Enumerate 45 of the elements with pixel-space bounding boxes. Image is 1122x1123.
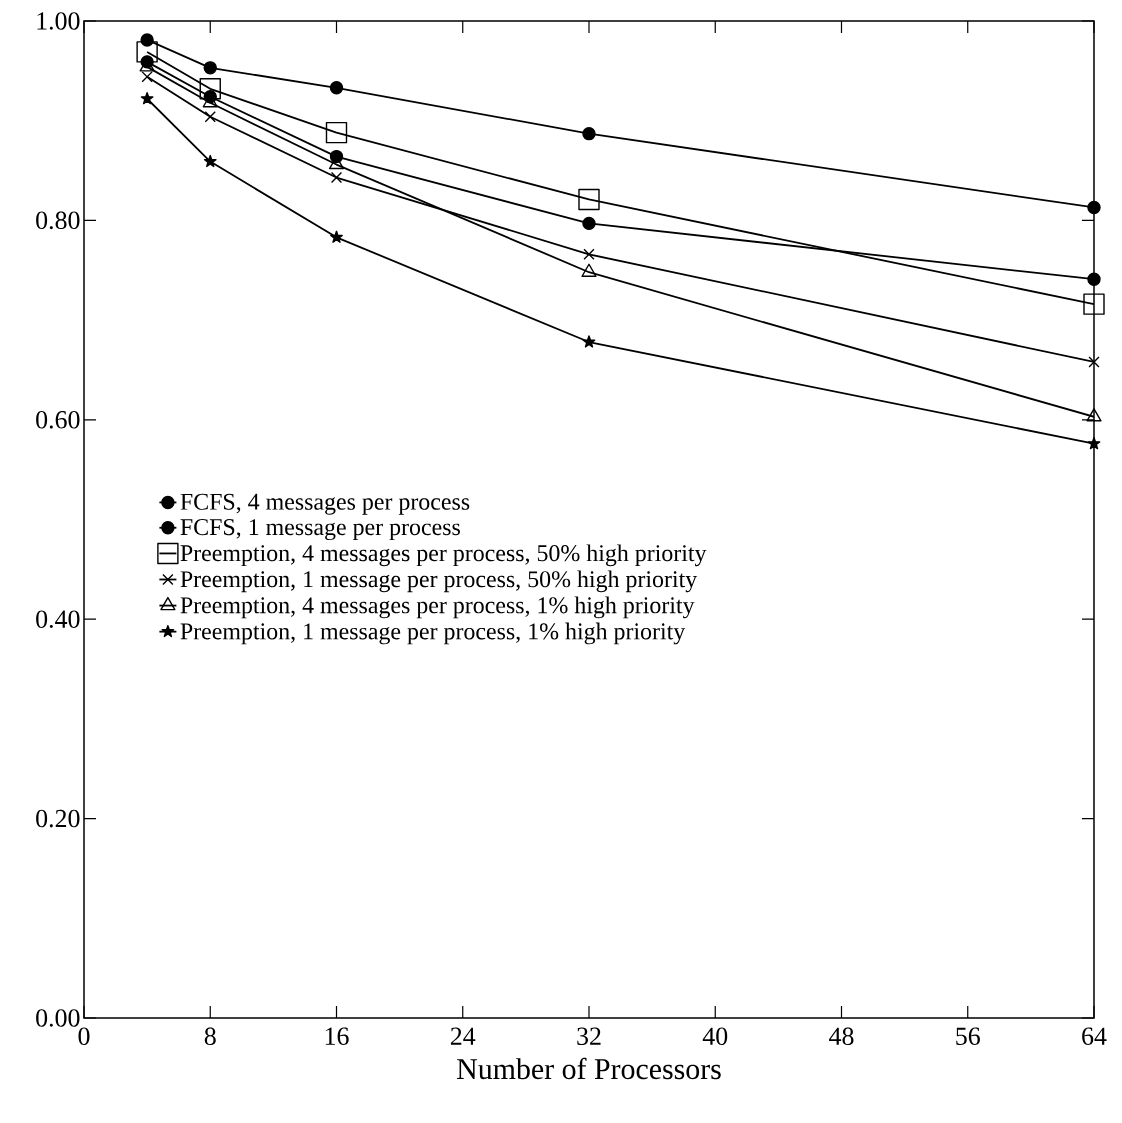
point [1088, 356, 1100, 368]
point [1087, 200, 1101, 215]
point [330, 230, 343, 243]
point [325, 121, 348, 144]
point [1086, 408, 1102, 422]
y-tick-label: 1.00 [37, 12, 80, 30]
y-tick-label: 0.00 [36, 1009, 80, 1027]
y-tick-label: 0.80 [36, 211, 80, 230]
x-tick-label: 32 [577, 1027, 601, 1045]
legend-label: Preemption, 1 message per process, 50% high priority [180, 570, 698, 593]
x-tick-label: 8 [204, 1027, 216, 1045]
point [199, 78, 221, 100]
x-tick-label: 64 [1082, 1027, 1107, 1045]
point [578, 188, 600, 211]
point [582, 216, 596, 231]
point [583, 248, 595, 260]
point [141, 71, 153, 83]
point [1087, 437, 1101, 450]
point [330, 171, 343, 184]
point [1087, 272, 1101, 286]
x-tick-label: 0 [78, 1027, 90, 1045]
x-tick-label: 40 [702, 1027, 728, 1045]
x-axis-title: Number of Processors [457, 1057, 721, 1080]
legend-label: Preemption, 4 messages per process, 1% high priority [180, 596, 695, 619]
point [329, 81, 344, 95]
point [203, 61, 217, 75]
legend-label: Preemption, 4 messages per process, 50% high priority [180, 544, 707, 567]
x-tick-label: 56 [956, 1027, 980, 1045]
x-tick-label: 24 [450, 1027, 476, 1045]
point [582, 335, 596, 348]
point [204, 111, 216, 123]
x-tick-label: 48 [829, 1027, 854, 1045]
legend-label: Preemption, 1 message per process, 1% high priority [180, 622, 686, 645]
legend-label: FCFS, 4 messages per process [180, 493, 470, 515]
legend-label: FCFS, 1 message per process [180, 519, 460, 541]
point [1083, 293, 1105, 315]
point [582, 126, 596, 141]
point [140, 92, 154, 105]
x-tick-label: 16 [325, 1027, 349, 1045]
y-tick-label: 0.40 [36, 610, 80, 628]
point [136, 41, 158, 63]
y-tick-label: 0.60 [36, 410, 80, 429]
point [581, 263, 597, 277]
point [203, 154, 217, 168]
y-tick-label: 0.20 [36, 809, 80, 828]
